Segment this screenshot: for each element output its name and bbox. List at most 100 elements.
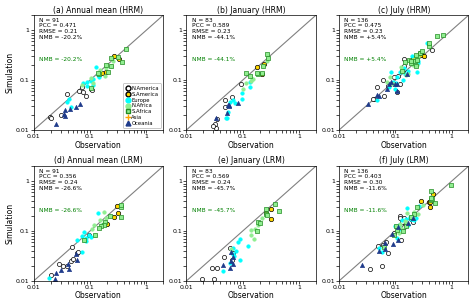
Point xyxy=(110,54,118,58)
Point xyxy=(61,108,68,113)
Point xyxy=(395,61,402,66)
Point xyxy=(433,181,441,185)
Point xyxy=(380,77,387,82)
Point xyxy=(265,214,273,218)
Point xyxy=(96,75,103,80)
Title: (e) January (LRM): (e) January (LRM) xyxy=(218,156,284,166)
Point xyxy=(120,53,128,58)
Point xyxy=(399,220,406,225)
Point xyxy=(409,56,417,61)
Point xyxy=(410,59,418,64)
Point xyxy=(246,73,254,78)
Point xyxy=(417,199,425,204)
Point xyxy=(387,70,395,75)
Point xyxy=(259,69,266,74)
Point xyxy=(435,52,443,57)
Point xyxy=(60,263,67,268)
Text: NMB = +5.4%: NMB = +5.4% xyxy=(344,57,387,62)
Text: NMB = -45.7%: NMB = -45.7% xyxy=(191,208,235,213)
Point xyxy=(418,47,425,52)
Point xyxy=(403,71,411,76)
Point xyxy=(47,272,55,277)
Point xyxy=(247,72,255,76)
Point xyxy=(47,115,55,120)
Point xyxy=(79,82,86,87)
Title: (b) January (HRM): (b) January (HRM) xyxy=(217,6,285,15)
Point xyxy=(222,115,230,120)
Point xyxy=(407,61,415,65)
Point xyxy=(358,262,366,267)
Point xyxy=(219,269,227,274)
Point xyxy=(447,32,454,37)
Point xyxy=(108,58,116,63)
Point xyxy=(391,75,398,80)
Point xyxy=(394,235,401,240)
Point xyxy=(263,52,271,57)
Point xyxy=(120,42,128,47)
Point xyxy=(279,47,286,52)
Point xyxy=(65,97,73,102)
Point xyxy=(86,230,93,235)
Point xyxy=(260,208,268,213)
Point xyxy=(263,70,271,75)
Point xyxy=(409,220,417,225)
Point xyxy=(405,58,413,63)
Point xyxy=(415,193,423,198)
Point xyxy=(409,215,416,219)
Point xyxy=(400,77,407,82)
Point xyxy=(122,47,130,51)
Point xyxy=(74,249,82,254)
Point xyxy=(450,181,457,186)
Point xyxy=(420,209,428,214)
Point xyxy=(93,92,100,97)
Point xyxy=(111,205,119,210)
Point xyxy=(98,204,105,209)
Point xyxy=(280,50,288,54)
Point xyxy=(400,224,407,229)
Point xyxy=(280,48,288,53)
Point xyxy=(290,40,297,45)
Point xyxy=(378,235,386,240)
Point xyxy=(292,42,300,47)
Point xyxy=(102,66,110,71)
Point xyxy=(400,64,408,69)
Point xyxy=(229,245,237,250)
Point xyxy=(64,263,71,268)
Point xyxy=(427,195,435,200)
Point xyxy=(428,196,436,201)
Point xyxy=(115,229,123,234)
Point xyxy=(265,62,273,67)
Point xyxy=(275,41,283,46)
Point xyxy=(100,222,108,227)
Point xyxy=(423,210,430,215)
Point xyxy=(87,224,95,229)
Point xyxy=(396,222,404,227)
Point xyxy=(388,232,395,237)
Point xyxy=(413,63,421,68)
Point xyxy=(286,188,293,193)
Point xyxy=(424,41,431,46)
Point xyxy=(402,224,410,229)
Point xyxy=(444,21,451,26)
Point xyxy=(437,210,445,215)
Point xyxy=(100,220,108,225)
Point xyxy=(227,265,234,270)
Point xyxy=(102,70,110,75)
Point xyxy=(408,54,416,59)
Point xyxy=(256,231,264,236)
Point xyxy=(91,232,99,237)
Point xyxy=(433,16,441,21)
Point xyxy=(79,233,86,238)
Point xyxy=(79,84,86,89)
Point xyxy=(73,251,80,256)
Point xyxy=(45,275,53,280)
Point xyxy=(100,65,108,70)
Point xyxy=(392,73,399,78)
Point xyxy=(260,62,268,67)
Point xyxy=(449,182,456,187)
Point xyxy=(110,215,118,220)
Point xyxy=(401,71,409,76)
Point xyxy=(244,234,251,239)
Point xyxy=(289,201,296,206)
Point xyxy=(243,70,250,75)
